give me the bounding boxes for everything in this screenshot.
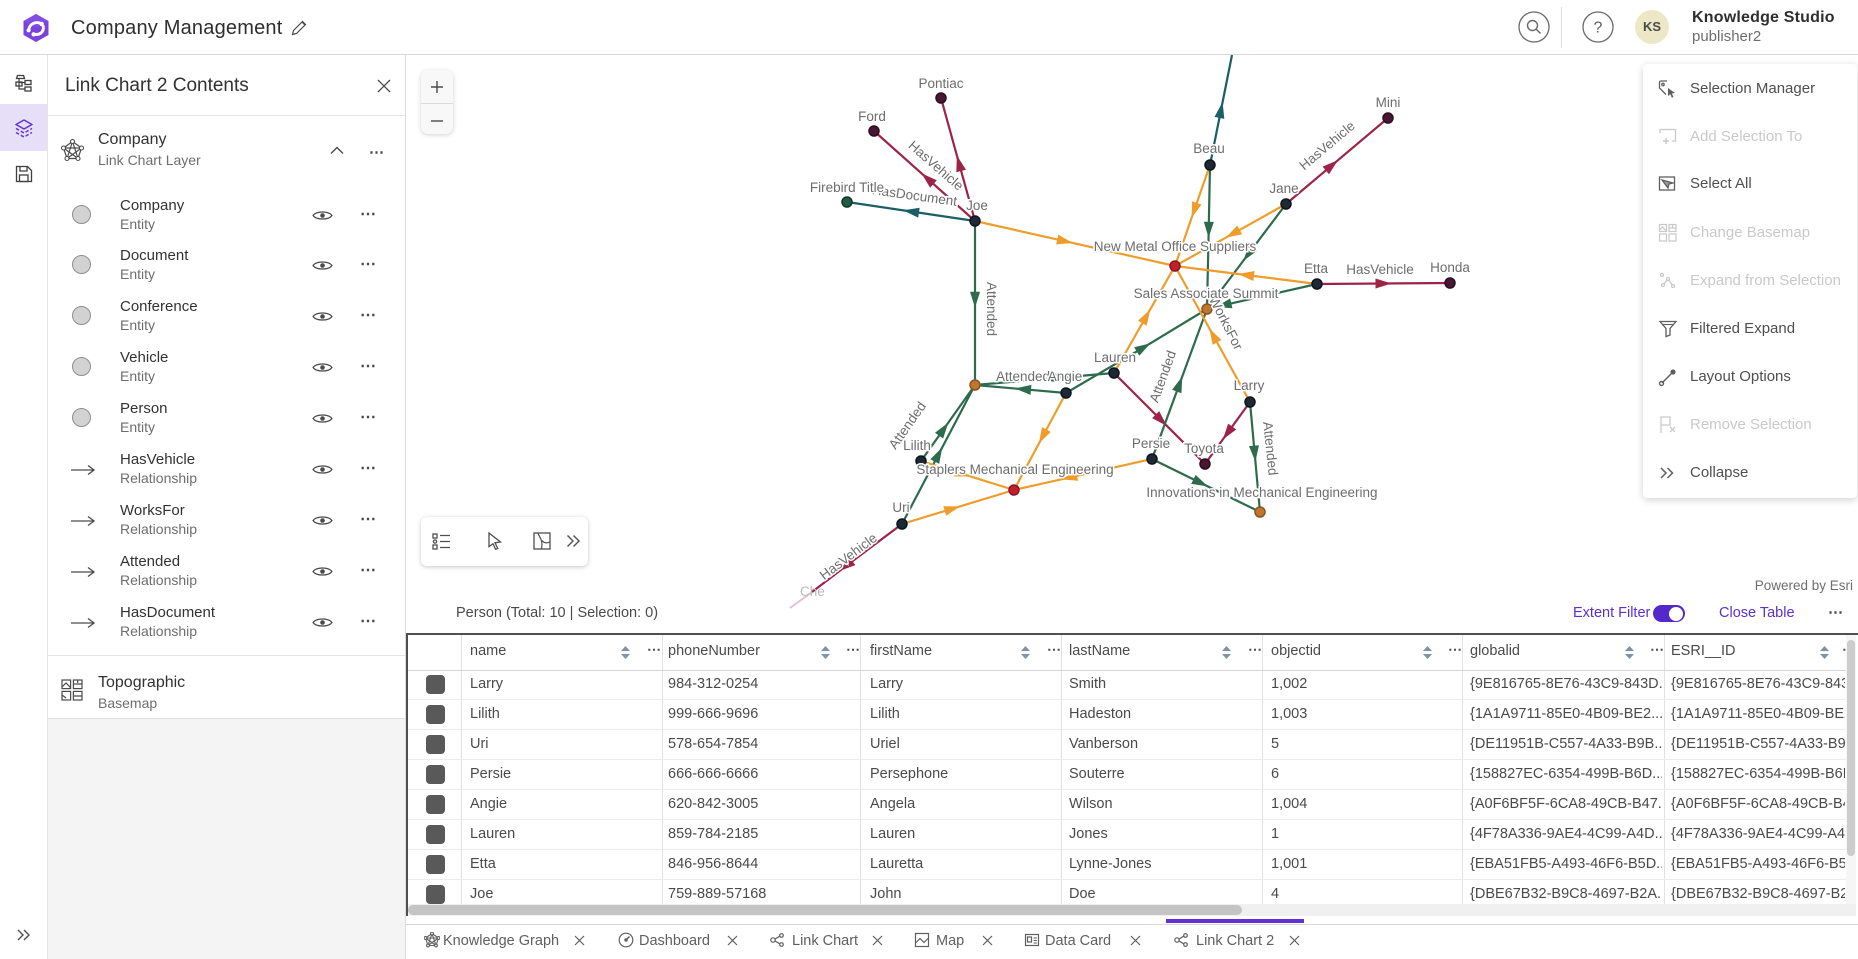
svg-text:Honda: Honda [1430,260,1470,275]
svg-text:Attended: Attended [1260,421,1281,476]
svg-text:Beau: Beau [1193,141,1225,156]
svg-text:Ford: Ford [858,109,886,124]
svg-text:Sales Associate Summit: Sales Associate Summit [1134,286,1279,301]
svg-text:Staplers Mechanical Engineerin: Staplers Mechanical Engineering [916,462,1113,477]
svg-text:Mini: Mini [1376,95,1401,110]
svg-text:Che: Che [800,584,825,599]
svg-text:Attended: Attended [984,282,999,336]
svg-text:Innovations in Mechanical Engi: Innovations in Mechanical Engineering [1146,485,1377,500]
svg-text:?: ? [1594,20,1603,37]
svg-text:New Metal Office Suppliers: New Metal Office Suppliers [1094,239,1257,254]
svg-text:Toyota: Toyota [1184,441,1224,456]
svg-text:Larry: Larry [1234,378,1265,393]
svg-text:Pontiac: Pontiac [918,76,963,91]
svg-text:HasDocument: HasDocument [871,182,958,209]
svg-text:Joe: Joe [966,198,988,213]
svg-text:HasVehicle: HasVehicle [1296,118,1357,173]
svg-text:Etta: Etta [1304,261,1329,276]
svg-text:HasVehicle: HasVehicle [1346,262,1414,277]
svg-text:Persie: Persie [1132,436,1170,451]
svg-text:Attended: Attended [996,369,1050,384]
svg-text:Angie: Angie [1048,369,1083,384]
svg-text:Jane: Jane [1269,181,1298,196]
svg-text:HasVehicle: HasVehicle [817,530,880,583]
svg-text:Uri: Uri [892,500,909,515]
svg-text:Lilith: Lilith [903,438,931,453]
svg-text:Firebird Title: Firebird Title [810,180,884,195]
svg-text:Lauren: Lauren [1094,350,1136,365]
